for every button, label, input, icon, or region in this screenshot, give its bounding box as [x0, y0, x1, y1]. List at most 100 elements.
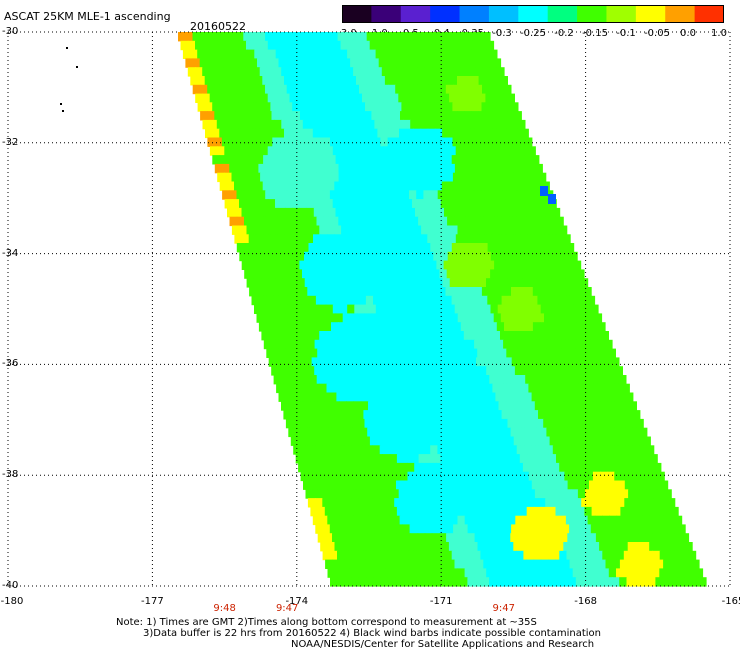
swath-cell [332, 251, 341, 262]
swath-cell [483, 454, 492, 464]
swath-cell [477, 234, 485, 244]
swath-cell [695, 568, 704, 578]
swath-cell [638, 533, 647, 543]
swath-cell [572, 568, 581, 578]
swath-cell [351, 577, 360, 587]
swath-cell [299, 155, 308, 165]
swath-cell [597, 577, 606, 587]
swath-cell [231, 199, 240, 209]
swath-cell [337, 32, 346, 42]
swath-cell [394, 392, 402, 402]
swath-cell [472, 225, 480, 235]
swath-cell [459, 392, 468, 402]
swath-cell [421, 471, 430, 482]
swath-cell [346, 533, 354, 543]
swath-cell [288, 348, 296, 358]
swath-cell [340, 304, 348, 314]
swath-cell [435, 111, 444, 121]
swath-cell [185, 32, 194, 42]
swath-cell [273, 269, 281, 279]
swath-cell [536, 366, 545, 376]
swath-cell [592, 401, 601, 411]
swath-cell [579, 313, 588, 323]
swath-cell [445, 339, 453, 350]
swath-cell [400, 260, 409, 270]
swath-cell [660, 533, 668, 543]
swath-cell [411, 454, 420, 464]
swath-cell [439, 322, 447, 332]
swath-cell [235, 111, 244, 121]
swath-cell [382, 401, 391, 411]
swath-cell [492, 128, 501, 139]
swath-cell [466, 102, 475, 112]
swath-cell [278, 287, 287, 297]
swath-cell [430, 137, 439, 147]
swath-cell [290, 225, 298, 235]
swath-cell [458, 550, 467, 561]
swath-cell [541, 454, 550, 464]
swath-cell [351, 295, 360, 306]
swath-cell [624, 462, 633, 473]
swath-cell [541, 216, 550, 227]
swath-cell [394, 287, 403, 297]
swath-cell [433, 506, 441, 517]
swath-cell [455, 348, 464, 358]
swath-cell [393, 418, 401, 429]
swath-cell [349, 568, 357, 578]
swath-cell [417, 32, 426, 42]
swath-cell [355, 436, 364, 446]
swath-cell [392, 410, 401, 420]
swath-cell [551, 568, 559, 578]
swath-cell [460, 427, 469, 438]
swath-cell [463, 383, 472, 394]
swath-cell [666, 550, 675, 561]
swath-cell [449, 128, 458, 139]
swath-cell [382, 506, 391, 517]
swath-cell [555, 269, 563, 279]
swath-cell [641, 524, 650, 534]
swath-cell [395, 427, 404, 438]
swath-cell [486, 278, 494, 288]
swath-cell [471, 58, 480, 68]
swath-cell [374, 375, 383, 385]
swath-cell [245, 67, 254, 77]
swath-cell [418, 216, 426, 227]
swath-cell [642, 542, 650, 552]
swath-cell [472, 410, 481, 420]
swath-cell [482, 269, 491, 279]
swath-cell [302, 454, 311, 464]
swath-cell [283, 331, 291, 341]
swath-cell [595, 462, 604, 473]
swath-cell [337, 137, 345, 147]
swath-cell [476, 506, 484, 517]
land-speck [76, 66, 78, 68]
swath-cell [366, 577, 374, 587]
swath-cell [365, 190, 374, 200]
swath-cell [408, 550, 417, 561]
swath-cell [334, 76, 343, 86]
swath-cell [519, 454, 528, 464]
swath-cell [452, 577, 461, 587]
swath-cell [240, 76, 249, 86]
swath-cell [613, 489, 622, 499]
swath-cell [351, 498, 359, 508]
swath-cell [268, 278, 277, 288]
swath-cell [371, 111, 380, 121]
swath-cell [499, 111, 508, 121]
swath-cell [311, 304, 320, 314]
swath-cell [600, 348, 609, 358]
swath-cell [341, 515, 350, 526]
swath-cell [377, 436, 385, 446]
swath-cell [333, 278, 342, 288]
swath-cell [236, 163, 245, 174]
swath-cell [430, 295, 438, 306]
swath-cell [353, 506, 362, 517]
swath-cell [450, 111, 458, 121]
swath-cell [587, 313, 595, 323]
swath-cell [409, 84, 418, 95]
swath-cell [540, 559, 549, 569]
swath-cell [486, 462, 495, 473]
swath-cell [301, 190, 309, 200]
swath-cell [322, 190, 331, 200]
colorbar-tick-label: -0.05 [644, 28, 670, 39]
